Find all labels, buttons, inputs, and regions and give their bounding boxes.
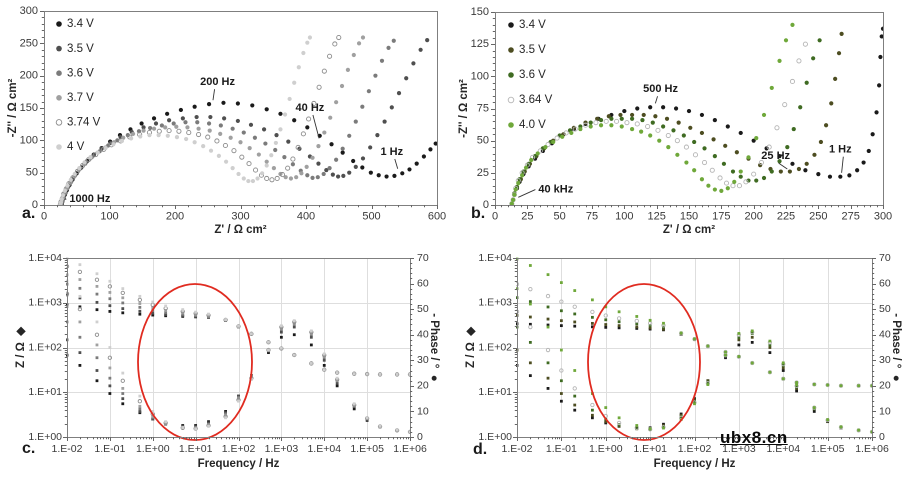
panel-label-d: d. (473, 441, 488, 458)
panel-label-c: c. (22, 440, 36, 457)
watermark: ubx8.cn (720, 428, 788, 447)
panel-label-b: b. (471, 205, 486, 222)
panel-label-a: a. (22, 205, 36, 222)
